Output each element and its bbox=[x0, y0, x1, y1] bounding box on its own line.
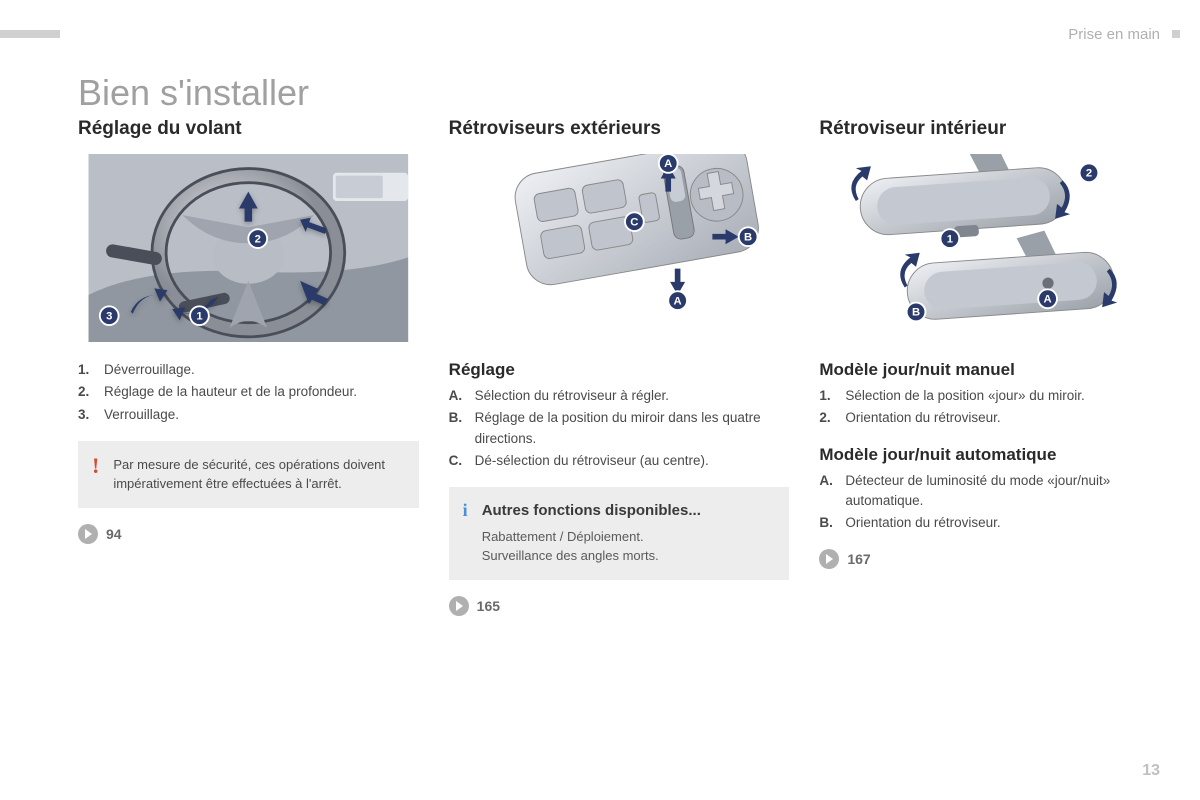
svg-text:A: A bbox=[1044, 294, 1052, 306]
header-bar-decor bbox=[0, 30, 60, 38]
list-item: A.Sélection du rétroviseur à régler. bbox=[449, 386, 790, 406]
info-icon: i bbox=[463, 501, 468, 519]
col1-list: 1.Déverrouillage. 2.Réglage de la hauteu… bbox=[78, 360, 419, 425]
list-marker: A. bbox=[819, 471, 845, 512]
page-reference: 167 bbox=[819, 549, 1160, 569]
list-item: 3.Verrouillage. bbox=[78, 405, 419, 425]
page-reference: 165 bbox=[449, 596, 790, 616]
list-text: Orientation du rétroviseur. bbox=[845, 513, 1160, 533]
ref-number: 94 bbox=[106, 526, 122, 542]
column-ext-mirrors: Rétroviseurs extérieurs bbox=[449, 118, 790, 616]
ref-arrow-icon bbox=[819, 549, 839, 569]
col3-title: Rétroviseur intérieur bbox=[819, 118, 1160, 140]
svg-text:2: 2 bbox=[255, 233, 261, 245]
col3-subtitle-2: Modèle jour/nuit automatique bbox=[819, 445, 1160, 465]
list-text: Sélection de la position «jour» du miroi… bbox=[845, 386, 1160, 406]
column-int-mirror: Rétroviseur intérieur bbox=[819, 118, 1160, 616]
warning-box: ! Par mesure de sécurité, ces opérations… bbox=[78, 441, 419, 508]
list-text: Détecteur de luminosité du mode «jour/nu… bbox=[845, 471, 1160, 512]
warning-text: Par mesure de sécurité, ces opérations d… bbox=[113, 455, 404, 494]
info-title: Autres fonctions disponibles... bbox=[482, 501, 776, 521]
info-box: i Autres fonctions disponibles... Rabatt… bbox=[449, 487, 790, 580]
list-text: Dé-sélection du rétroviseur (au centre). bbox=[475, 451, 790, 471]
warning-icon: ! bbox=[92, 455, 99, 477]
col2-title: Rétroviseurs extérieurs bbox=[449, 118, 790, 140]
col3-list-1: 1.Sélection de la position «jour» du mir… bbox=[819, 386, 1160, 429]
ref-arrow-icon bbox=[78, 524, 98, 544]
info-line: Surveillance des angles morts. bbox=[482, 546, 776, 566]
list-item: 2.Réglage de la hauteur et de la profond… bbox=[78, 382, 419, 402]
svg-text:B: B bbox=[912, 307, 920, 319]
list-item: 1.Déverrouillage. bbox=[78, 360, 419, 380]
mirror-control-illustration: A A B C bbox=[449, 154, 790, 342]
ref-arrow-icon bbox=[449, 596, 469, 616]
list-item: 2.Orientation du rétroviseur. bbox=[819, 408, 1160, 428]
list-item: B.Orientation du rétroviseur. bbox=[819, 513, 1160, 533]
col2-subtitle: Réglage bbox=[449, 360, 790, 380]
list-text: Orientation du rétroviseur. bbox=[845, 408, 1160, 428]
svg-text:2: 2 bbox=[1086, 168, 1092, 180]
steering-wheel-illustration: 2 1 3 bbox=[78, 154, 419, 342]
column-steering: Réglage du volant bbox=[78, 118, 419, 616]
col3-list-2: A.Détecteur de luminosité du mode «jour/… bbox=[819, 471, 1160, 534]
svg-text:3: 3 bbox=[106, 310, 112, 322]
interior-mirror-illustration: 1 2 A B bbox=[819, 154, 1160, 342]
list-marker: C. bbox=[449, 451, 475, 471]
list-marker: B. bbox=[449, 408, 475, 449]
list-item: C.Dé-sélection du rétroviseur (au centre… bbox=[449, 451, 790, 471]
list-text: Verrouillage. bbox=[104, 405, 419, 425]
col2-list: A.Sélection du rétroviseur à régler. B.R… bbox=[449, 386, 790, 471]
page-reference: 94 bbox=[78, 524, 419, 544]
header-dot-decor bbox=[1172, 30, 1180, 38]
list-marker: 2. bbox=[819, 408, 845, 428]
list-marker: 3. bbox=[78, 405, 104, 425]
page-number: 13 bbox=[1142, 762, 1160, 780]
ref-number: 167 bbox=[847, 551, 870, 567]
svg-text:1: 1 bbox=[947, 233, 953, 245]
list-marker: B. bbox=[819, 513, 845, 533]
svg-text:A: A bbox=[673, 295, 681, 307]
list-text: Réglage de la hauteur et de la profondeu… bbox=[104, 382, 419, 402]
col3-subtitle-1: Modèle jour/nuit manuel bbox=[819, 360, 1160, 380]
list-text: Réglage de la position du miroir dans le… bbox=[475, 408, 790, 449]
page-title: Bien s'installer bbox=[78, 72, 309, 114]
svg-text:B: B bbox=[744, 231, 752, 243]
list-marker: 2. bbox=[78, 382, 104, 402]
list-text: Sélection du rétroviseur à régler. bbox=[475, 386, 790, 406]
ref-number: 165 bbox=[477, 598, 500, 614]
svg-text:C: C bbox=[630, 216, 638, 228]
list-item: A.Détecteur de luminosité du mode «jour/… bbox=[819, 471, 1160, 512]
list-text: Déverrouillage. bbox=[104, 360, 419, 380]
svg-text:A: A bbox=[664, 158, 672, 170]
list-marker: 1. bbox=[78, 360, 104, 380]
col1-title: Réglage du volant bbox=[78, 118, 419, 140]
list-marker: A. bbox=[449, 386, 475, 406]
svg-text:1: 1 bbox=[196, 310, 202, 322]
list-item: B.Réglage de la position du miroir dans … bbox=[449, 408, 790, 449]
list-item: 1.Sélection de la position «jour» du mir… bbox=[819, 386, 1160, 406]
info-line: Rabattement / Déploiement. bbox=[482, 527, 776, 547]
list-marker: 1. bbox=[819, 386, 845, 406]
section-name: Prise en main bbox=[1068, 26, 1160, 43]
